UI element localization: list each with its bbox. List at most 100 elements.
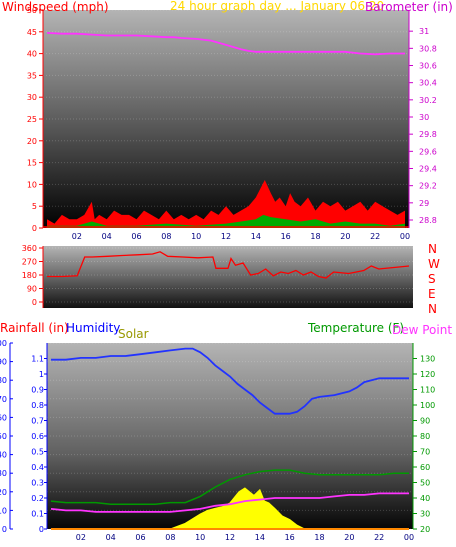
wind-y-tick-label: 45 (27, 28, 37, 37)
baro-y-ticks: 28.8 29 29.2 29.4 29.6 29.8 30 30.2 30.4 30.6 30.8… (409, 27, 437, 225)
wind-x-tick-label: 12 (221, 232, 231, 241)
compass-label: N (428, 302, 437, 316)
temp-x-tick-label: 20 (344, 533, 354, 542)
baro-y-tick-label: 29.8 (419, 130, 437, 139)
solar-series-area (51, 488, 409, 529)
baro-y-tick-label: 29.6 (419, 147, 437, 156)
temp-y-tick-label: 40 (420, 494, 430, 503)
temp-y-tick-label: 110 (420, 386, 435, 395)
temp-y-tick-label: 50 (420, 479, 430, 488)
temp-x-tick-label: 16 (285, 533, 295, 542)
gust-series-area (47, 180, 405, 228)
wind-x-tick-label: 22 (370, 232, 380, 241)
humidity-y-ticks: 0 10 20 30 40 50 60 70 80 90 100 (0, 339, 13, 534)
humidity-axis-tick-label: 0.2 (31, 494, 44, 503)
wind-y-tick-label: 15 (27, 159, 37, 168)
wind-y-tick-label: 35 (27, 71, 37, 80)
temp-plot-area (47, 343, 413, 529)
direction-series-layer (47, 251, 410, 279)
wind-direction-series-line (47, 251, 410, 279)
wind-x-tick-label: 06 (131, 232, 141, 241)
rain-axis-tick-label: 80 (0, 376, 7, 385)
humidity-axis-tick-label: 0.8 (31, 401, 44, 410)
direction-y-tick-label: 270 (22, 258, 37, 267)
baro-y-tick-label: 30 (419, 113, 429, 122)
humidity-axis-tick-label: 0.3 (31, 479, 44, 488)
baro-y-axis-label: Barometer (in) (365, 0, 453, 14)
rain-axis-tick-label: 30 (0, 469, 7, 478)
humidity-axis-tick-label: 1.1 (31, 355, 44, 364)
baro-y-tick-label: 29 (419, 199, 429, 208)
humidity-axis-tick-label: 0.6 (31, 432, 44, 441)
solar-series-line (51, 487, 409, 530)
wind-x-tick-label: 14 (251, 232, 261, 241)
baro-y-tick-label: 30.8 (419, 44, 437, 53)
wind-plot-area (43, 10, 409, 228)
humidity-axis-tick-label: 0.5 (31, 448, 44, 457)
temp-y-tick-label: 80 (420, 432, 430, 441)
temp-x-tick-label: 06 (135, 533, 145, 542)
wind-y-tick-label: 50 (27, 6, 37, 15)
humidity-axis-tick-label: 0.9 (31, 386, 44, 395)
temp-x-tick-label: 02 (76, 533, 86, 542)
compass-label: S (428, 272, 436, 286)
wind-y-tick-label: 5 (32, 202, 37, 211)
wind-y-axis-label: Windspeed (mph) (2, 0, 109, 14)
baro-y-tick-label: 30.2 (419, 96, 437, 105)
rain-axis-tick-label: 60 (0, 413, 7, 422)
rain-axis-tick-label: 10 (0, 506, 7, 515)
temperature-humidity-chart: 0102030405060708090100 00.10.20.30.40.50… (0, 321, 456, 542)
direction-y-tick-label: 90 (27, 285, 37, 294)
humidity-axis-tick-label: 0 (39, 525, 44, 534)
temp-series-layer (50, 347, 409, 530)
temp-x-tick-label: 04 (106, 533, 116, 542)
compass-label: W (428, 257, 440, 271)
humidity-series-line (51, 347, 409, 415)
direction-y-tick-label: 180 (22, 271, 37, 280)
compass-label: N (428, 242, 437, 256)
wind-x-tick-label: 00 (400, 232, 410, 241)
humidity-axis-tick-label: 1 (39, 370, 44, 379)
rain-y-ticks: 0 0.1 0.2 0.3 0.4 0.5 0.6 0.7 0.8 0.9 1 1.1 (31, 355, 47, 534)
wind-x-tick-label: 10 (191, 232, 201, 241)
baro-y-tick-label: 29.4 (419, 165, 437, 174)
wind-x-tick-label: 02 (72, 232, 82, 241)
rain-axis-tick-label: 90 (0, 358, 7, 367)
rain-axis-tick-label: 40 (0, 451, 7, 460)
wind-x-tick-label: 08 (161, 232, 171, 241)
barometer-series-line (46, 32, 405, 56)
baro-y-tick-label: 29.2 (419, 182, 437, 191)
temperature-series-line (50, 469, 409, 505)
wind-series-layer (43, 32, 409, 228)
average-series-area (47, 214, 405, 228)
temp-y-tick-label: 120 (420, 370, 435, 379)
rain-axis-tick-label: 100 (0, 339, 7, 348)
direction-y-tick-label: 0 (32, 298, 37, 307)
temp-y-tick-label: 70 (420, 448, 430, 457)
dewpoint-series-line (50, 492, 409, 513)
baro-y-tick-label: 30.4 (419, 79, 437, 88)
direction-y-ticks: 0 90 180 270 360 (22, 244, 43, 307)
dewpoint-axis-label: Dew Point ( (392, 323, 456, 337)
temp-y-ticks: 20 30 40 50 60 70 80 90 100 110 120 130 (413, 355, 435, 534)
temp-x-tick-label: 08 (165, 533, 175, 542)
solar-axis-label: Solar (118, 327, 149, 341)
temp-x-tick-label: 14 (255, 533, 265, 542)
rain-axis-tick-label: 20 (0, 488, 7, 497)
wind-x-ticks: 02 04 06 08 10 12 14 16 18 20 22 00 (72, 232, 410, 241)
temp-x-tick-label: 22 (374, 533, 384, 542)
direction-plot-area (43, 246, 413, 308)
humidity-axis-tick-label: 0.1 (31, 510, 44, 519)
wind-x-tick-label: 18 (310, 232, 320, 241)
rain-axis-tick-label: 50 (0, 432, 7, 441)
wind-y-tick-label: 20 (27, 137, 37, 146)
temp-y-tick-label: 130 (420, 355, 435, 364)
wind-y-tick-label: 0 (32, 224, 37, 233)
baro-y-tick-label: 28.8 (419, 216, 437, 225)
wind-y-tick-label: 40 (27, 50, 37, 59)
wind-x-tick-label: 20 (340, 232, 350, 241)
temp-y-tick-label: 90 (420, 417, 430, 426)
humidity-axis-tick-label: 0.4 (31, 463, 44, 472)
